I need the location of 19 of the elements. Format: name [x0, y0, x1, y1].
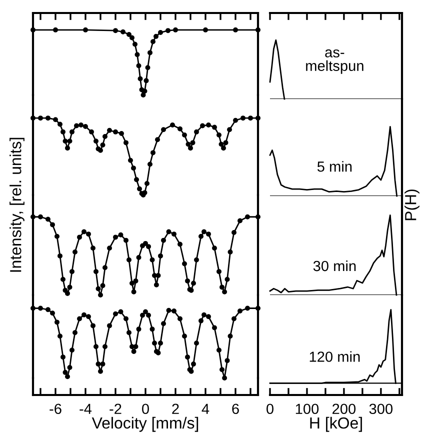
annotation: 120 min	[310, 351, 360, 362]
x-axis-title: H [kOe]	[310, 416, 362, 432]
x-tick-label: 100	[296, 404, 319, 414]
x-tick-label: -6	[50, 404, 62, 414]
x-tick-label: -4	[80, 404, 92, 414]
x-tick-label: 4	[202, 404, 210, 414]
annotation: 30 min	[313, 260, 356, 272]
x-axis-title: Velocity [mm/s]	[92, 416, 198, 432]
annotation: as- meltspun	[306, 49, 364, 74]
x-tick-label: 2	[172, 404, 179, 414]
x-tick-label: 200	[332, 404, 356, 414]
x-tick-label: -2	[110, 404, 122, 414]
y-axis-title: P(H)	[404, 190, 420, 220]
x-tick-label: 0	[142, 404, 149, 414]
x-tick-label: 6	[232, 404, 239, 414]
annotation: 5 min	[317, 161, 352, 172]
x-tick-label: 300	[369, 404, 393, 414]
y-axis-title: Intensity, [rel. units]	[10, 138, 24, 272]
x-tick-label: 0	[266, 404, 274, 414]
